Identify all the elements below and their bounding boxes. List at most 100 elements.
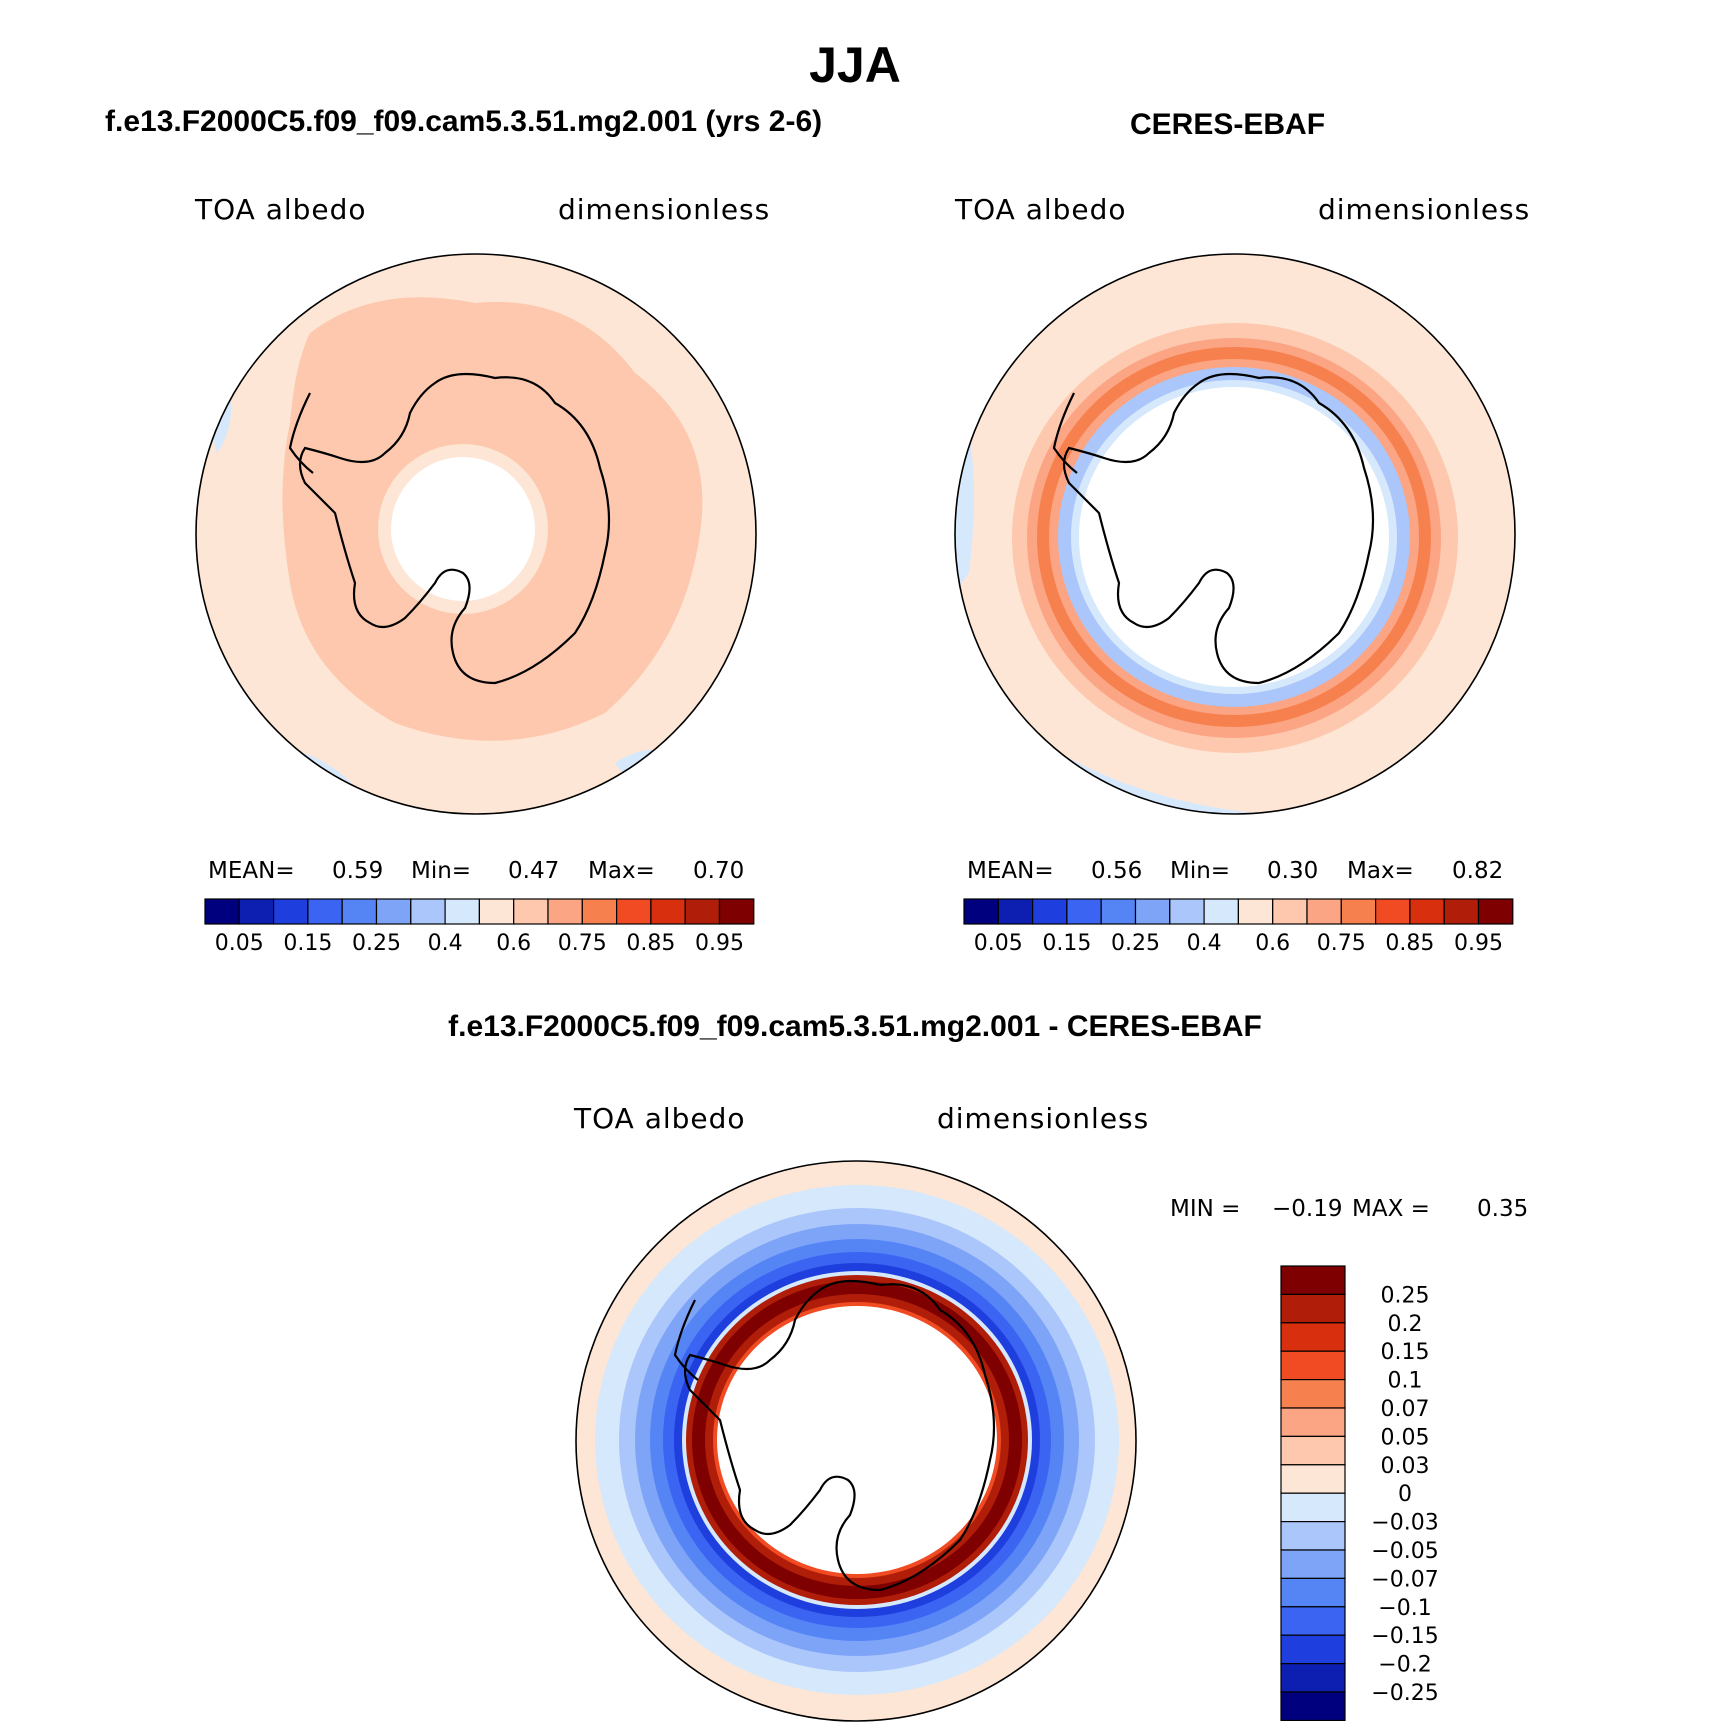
model-max-value: 0.70: [693, 858, 745, 884]
obs-colorbar-box: [1340, 898, 1377, 925]
model-colorbar-box: [478, 898, 515, 925]
model-colorbar: 0.05 0.15 0.25 0.4 0.6 0.75 0.85 0.95: [204, 898, 755, 956]
obs-colorbar-box: [1031, 898, 1068, 925]
diff-colorbar-box: [1280, 1492, 1346, 1523]
obs-colorbar-box: [1066, 898, 1102, 925]
obs-colorbar-box: [1169, 898, 1205, 925]
obs-colorbar-box: [1203, 898, 1240, 925]
model-mean-label: MEAN=: [208, 858, 295, 884]
diff-colorbar-box: [1280, 1350, 1346, 1381]
diff-colorbar-box: [1280, 1521, 1346, 1551]
model-variable-label: TOA albedo: [195, 193, 367, 226]
obs-colorbar-tick-label: 0.15: [1042, 931, 1091, 956]
obs-colorbar-tick-label: 0.4: [1187, 931, 1222, 956]
model-colorbar-tick-label: 0.95: [695, 931, 744, 956]
obs-colorbar-box: [1443, 898, 1480, 925]
diff-colorbar-box: [1280, 1464, 1346, 1494]
obs-mean-value: 0.56: [1091, 858, 1143, 884]
diff-colorbar-tick-label: −0.03: [1371, 1511, 1438, 1536]
model-colorbar-tick-label: 0.4: [428, 931, 463, 956]
model-map-boundary: [195, 253, 757, 815]
diff-colorbar-tick-label: 0.07: [1381, 1397, 1430, 1422]
diff-min-label: MIN =: [1170, 1196, 1241, 1222]
obs-colorbar-box: [1477, 898, 1514, 925]
diff-colorbar: 0.25 0.2 0.15 0.1 0.07 0.05 0.03 0 −0.03 −0.05 −0.…: [1280, 1265, 1439, 1721]
diff-colorbar-tick-label: 0: [1398, 1482, 1412, 1507]
diff-colorbar-box: [1280, 1435, 1346, 1466]
model-colorbar-tick-label: 0.05: [215, 931, 264, 956]
obs-polar-map: [954, 253, 1516, 815]
obs-colorbar-box: [1272, 898, 1308, 925]
obs-colorbar-box: [1237, 898, 1274, 925]
obs-colorbar-box: [997, 898, 1034, 925]
diff-colorbar-tick-label: 0.2: [1388, 1312, 1423, 1337]
diff-max-label: MAX =: [1352, 1196, 1430, 1222]
model-colorbar-box: [238, 898, 275, 925]
diff-colorbar-box: [1280, 1606, 1346, 1636]
antarctic-peninsula-outline: [1052, 392, 1078, 474]
obs-colorbar-box: [1409, 898, 1445, 925]
model-mean-value: 0.59: [332, 858, 384, 884]
main-title: JJA: [809, 37, 901, 93]
diff-colorbar-box: [1280, 1549, 1346, 1579]
obs-panel-title: CERES-EBAF: [1130, 108, 1326, 141]
obs-colorbar-tick-label: 0.25: [1111, 931, 1160, 956]
model-colorbar-box: [650, 898, 686, 925]
obs-colorbar-box: [1134, 898, 1171, 925]
model-polar-gap: [391, 457, 535, 601]
obs-colorbar-tick-label: 0.75: [1317, 931, 1366, 956]
diff-variable-label: TOA albedo: [574, 1102, 746, 1135]
model-min-label: Min=: [411, 858, 472, 884]
model-colorbar-box: [513, 898, 549, 925]
model-colorbar-tick-label: 0.6: [496, 931, 531, 956]
obs-colorbar-tick-label: 0.85: [1385, 931, 1434, 956]
diff-colorbar-box: [1280, 1407, 1346, 1437]
model-colorbar-tick-label: 0.85: [626, 931, 675, 956]
model-colorbar-box: [684, 898, 721, 925]
diff-colorbar-tick-label: 0.15: [1381, 1340, 1430, 1365]
obs-variable-label: TOA albedo: [955, 193, 1127, 226]
diff-colorbar-box: [1280, 1322, 1346, 1352]
model-colorbar-box: [307, 898, 343, 925]
diff-colorbar-tick-label: −0.2: [1378, 1653, 1431, 1678]
model-colorbar-box: [204, 898, 240, 925]
diff-colorbar-tick-label: 0.25: [1381, 1283, 1430, 1308]
diff-colorbar-box: [1280, 1634, 1346, 1665]
diff-colorbar-tick-label: 0.05: [1381, 1425, 1430, 1450]
diff-colorbar-box: [1280, 1577, 1346, 1608]
antarctica-coastline: [1062, 372, 1375, 685]
model-colorbar-box: [341, 898, 378, 925]
diff-min-value: −0.19: [1272, 1196, 1343, 1222]
diff-panel-title: f.e13.F2000C5.f09_f09.cam5.3.51.mg2.001 …: [448, 1010, 1262, 1043]
model-colorbar-box: [616, 898, 652, 925]
antarctic-peninsula-outline: [288, 392, 314, 474]
diff-colorbar-tick-label: −0.07: [1371, 1567, 1438, 1592]
model-colorbar-box: [375, 898, 412, 925]
model-polar-map: [195, 253, 757, 815]
diff-units-label: dimensionless: [937, 1102, 1150, 1135]
obs-colorbar-box: [1100, 898, 1137, 925]
obs-max-label: Max=: [1347, 858, 1414, 884]
model-panel-title: f.e13.F2000C5.f09_f09.cam5.3.51.mg2.001 …: [105, 105, 823, 138]
model-colorbar-box: [272, 898, 309, 925]
obs-map-boundary: [954, 253, 1516, 815]
diff-max-value: 0.35: [1477, 1196, 1529, 1222]
model-min-value: 0.47: [508, 858, 560, 884]
obs-max-value: 0.82: [1452, 858, 1504, 884]
antarctica-coastline: [298, 372, 611, 685]
obs-colorbar-tick-label: 0.6: [1255, 931, 1290, 956]
obs-colorbar-box: [1306, 898, 1342, 925]
model-colorbar-box: [444, 898, 481, 925]
diff-colorbar-tick-label: 0.03: [1381, 1454, 1430, 1479]
model-max-label: Max=: [588, 858, 655, 884]
model-colorbar-tick-label: 0.75: [558, 931, 607, 956]
diff-map-boundary: [575, 1160, 1137, 1722]
obs-colorbar: 0.05 0.15 0.25 0.4 0.6 0.75 0.85 0.95: [963, 898, 1514, 956]
model-colorbar-box: [718, 898, 755, 925]
obs-missing-data-region: [1079, 387, 1389, 687]
model-units-label: dimensionless: [558, 193, 771, 226]
diff-colorbar-box: [1280, 1293, 1346, 1324]
model-colorbar-box: [410, 898, 446, 925]
antarctica-coastline: [683, 1279, 996, 1592]
obs-colorbar-box: [963, 898, 999, 925]
